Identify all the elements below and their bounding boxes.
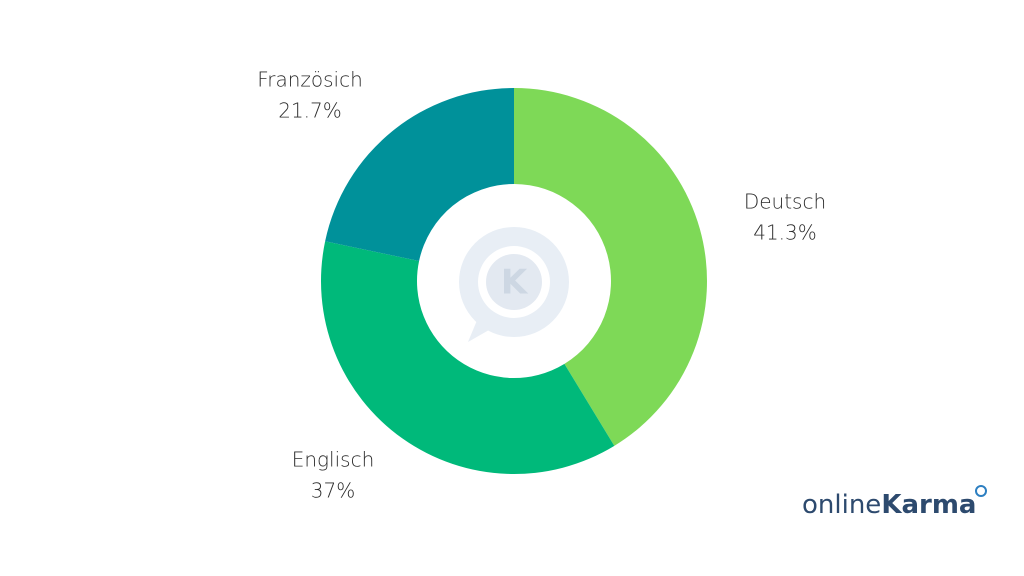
slice-value-label: 41.3% [753, 221, 817, 245]
slice [514, 88, 707, 446]
slices [321, 88, 707, 475]
slice [321, 241, 615, 475]
logo-prefix: online [802, 490, 881, 520]
watermark-letter: K [501, 263, 529, 303]
logo-name: Karma [881, 490, 976, 520]
slice-label: Französich [257, 68, 363, 92]
slice [325, 88, 514, 262]
slice-label: Deutsch [744, 190, 826, 214]
logo: onlineKarma [802, 490, 976, 520]
watermark-tail [468, 318, 496, 342]
watermark-icon: K [459, 227, 569, 342]
slice-value-label: 37% [311, 479, 355, 503]
slice-value-label: 21.7% [278, 99, 342, 123]
logo-dot [975, 485, 987, 497]
watermark-disc [486, 254, 542, 310]
slice-label: Englisch [292, 448, 375, 472]
